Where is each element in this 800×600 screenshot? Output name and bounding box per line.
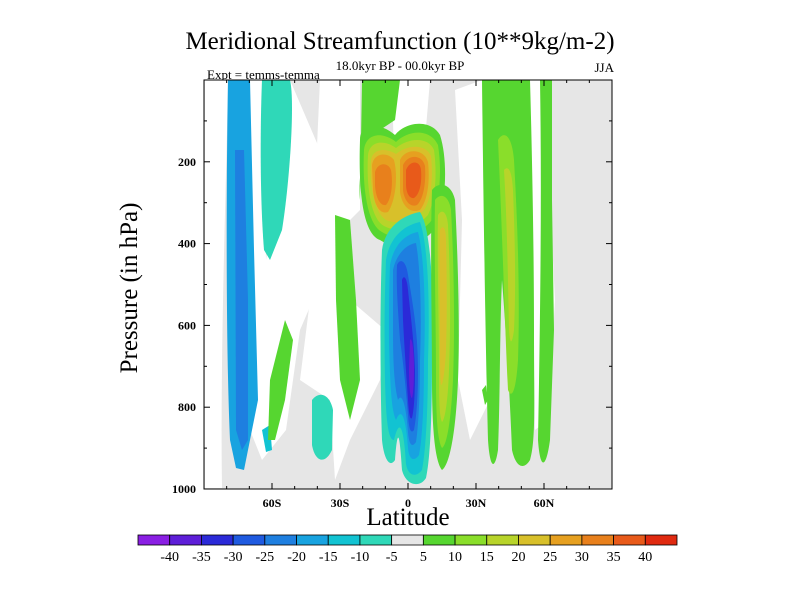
y-tick-label: 1000 — [172, 482, 196, 496]
colorbar-label: 30 — [575, 550, 589, 565]
colorbar-swatch — [296, 534, 329, 546]
colorbar-swatch — [581, 534, 614, 546]
colorbar-swatch — [486, 534, 519, 546]
colorbar-swatch — [549, 534, 583, 546]
contour-pos35-east-cell — [406, 162, 422, 199]
chart-title: Meridional Streamfunction (10**9kg/m-2) — [185, 28, 615, 55]
contour-neg5-band — [260, 80, 293, 260]
x-tick-label: 60N — [534, 496, 555, 510]
colorbar-swatch — [201, 534, 234, 546]
colorbar-label: 35 — [607, 550, 621, 565]
colorbar-label: -5 — [386, 550, 398, 565]
colorbar: -40 -35 -30 -25 -20 -15 -10 -5 5 10 15 20 25 30 35 40 — [137, 534, 678, 565]
contour-fills — [205, 80, 555, 488]
y-tick-label: 200 — [178, 155, 196, 169]
contour-pos5-upper — [359, 80, 400, 200]
colorbar-label: -35 — [192, 550, 211, 565]
contour-pos20-subtropical — [439, 227, 447, 385]
contour-pos5-sh-mid — [335, 215, 360, 420]
colorbar-swatch — [391, 534, 424, 546]
contour-neg15-band — [235, 150, 248, 450]
colorbar-swatch — [359, 534, 393, 546]
contour-pos30-west-cell — [375, 164, 392, 206]
colorbar-swatch — [169, 534, 202, 546]
experiment-label: Expt = temms-temma — [207, 67, 320, 82]
colorbar-label: 25 — [543, 550, 557, 565]
y-tick-label: 400 — [178, 237, 196, 251]
colorbar-swatch — [644, 534, 678, 546]
x-axis-label: Latitude — [366, 504, 450, 531]
colorbar-label: -15 — [319, 550, 338, 565]
contour-white-region — [205, 80, 228, 488]
contour-pos5-nh-east — [538, 80, 554, 463]
contour-neg35-tropical — [409, 339, 414, 398]
contour-pos5-sh-strip — [268, 320, 293, 440]
colorbar-swatch — [613, 534, 646, 546]
y-tick-label: 800 — [178, 400, 196, 414]
colorbar-label: 15 — [480, 550, 494, 565]
colorbar-swatch — [518, 534, 551, 546]
contour-white-region — [248, 80, 330, 460]
colorbar-swatch — [454, 534, 488, 546]
x-tick-label: 30N — [466, 496, 487, 510]
chart-subtitle: 18.0kyr BP - 00.0kyr BP — [335, 58, 465, 73]
contour-pos5-nh-dot — [482, 385, 488, 405]
contour-pos15-nh-band — [504, 168, 516, 342]
colorbar-label: 40 — [638, 550, 652, 565]
colorbar-label: -20 — [287, 550, 306, 565]
colorbar-swatch — [327, 534, 361, 546]
colorbar-label: -40 — [160, 550, 179, 565]
colorbar-swatch — [264, 534, 297, 546]
x-tick-label: 60S — [263, 496, 282, 510]
colorbar-label: -30 — [224, 550, 243, 565]
x-tick-label: 30S — [331, 496, 350, 510]
colorbar-swatch — [422, 534, 456, 546]
colorbar-label: 5 — [420, 550, 427, 565]
colorbar-label: 10 — [448, 550, 462, 565]
season-label: JJA — [594, 60, 614, 75]
contour-neg5-lower — [312, 394, 333, 460]
x-tick-label: 0 — [405, 496, 411, 510]
y-axis-label: Pressure (in hPa) — [116, 202, 143, 374]
contour-white-region — [455, 80, 490, 440]
colorbar-label: -25 — [255, 550, 274, 565]
colorbar-swatch — [232, 534, 266, 546]
colorbar-swatch — [137, 534, 171, 546]
y-tick-label: 600 — [178, 318, 196, 332]
axis-ticks: 60S 30S 0 30N 60N 200 400 600 800 1000 — [172, 80, 612, 510]
colorbar-label: 20 — [511, 550, 525, 565]
colorbar-label: -10 — [351, 550, 370, 565]
